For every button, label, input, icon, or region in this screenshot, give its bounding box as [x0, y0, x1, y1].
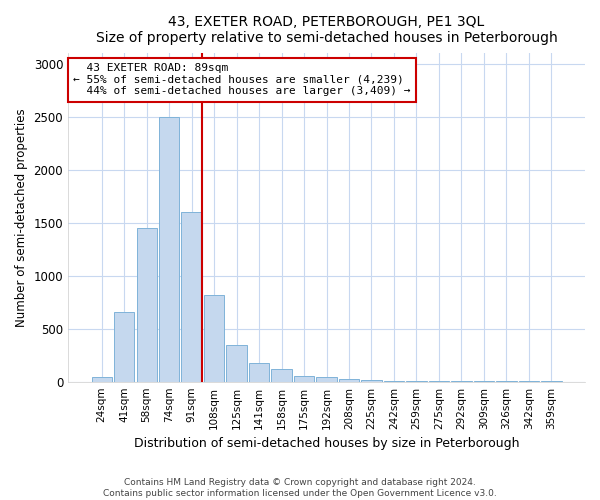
Bar	[429, 381, 449, 382]
Bar	[384, 381, 404, 382]
Bar	[271, 370, 292, 382]
Bar	[204, 295, 224, 382]
Bar	[181, 212, 202, 382]
X-axis label: Distribution of semi-detached houses by size in Peterborough: Distribution of semi-detached houses by …	[134, 437, 519, 450]
Text: 43 EXETER ROAD: 89sqm  
← 55% of semi-detached houses are smaller (4,239)
  44% : 43 EXETER ROAD: 89sqm ← 55% of semi-deta…	[73, 63, 411, 96]
Bar	[249, 363, 269, 382]
Bar	[316, 378, 337, 382]
Title: 43, EXETER ROAD, PETERBOROUGH, PE1 3QL
Size of property relative to semi-detache: 43, EXETER ROAD, PETERBOROUGH, PE1 3QL S…	[95, 15, 557, 45]
Bar	[137, 228, 157, 382]
Bar	[361, 380, 382, 382]
Text: Contains HM Land Registry data © Crown copyright and database right 2024.
Contai: Contains HM Land Registry data © Crown c…	[103, 478, 497, 498]
Bar	[226, 344, 247, 382]
Bar	[294, 376, 314, 382]
Bar	[339, 378, 359, 382]
Bar	[114, 312, 134, 382]
Bar	[92, 378, 112, 382]
Bar	[159, 117, 179, 382]
Bar	[406, 381, 427, 382]
Y-axis label: Number of semi-detached properties: Number of semi-detached properties	[15, 108, 28, 327]
